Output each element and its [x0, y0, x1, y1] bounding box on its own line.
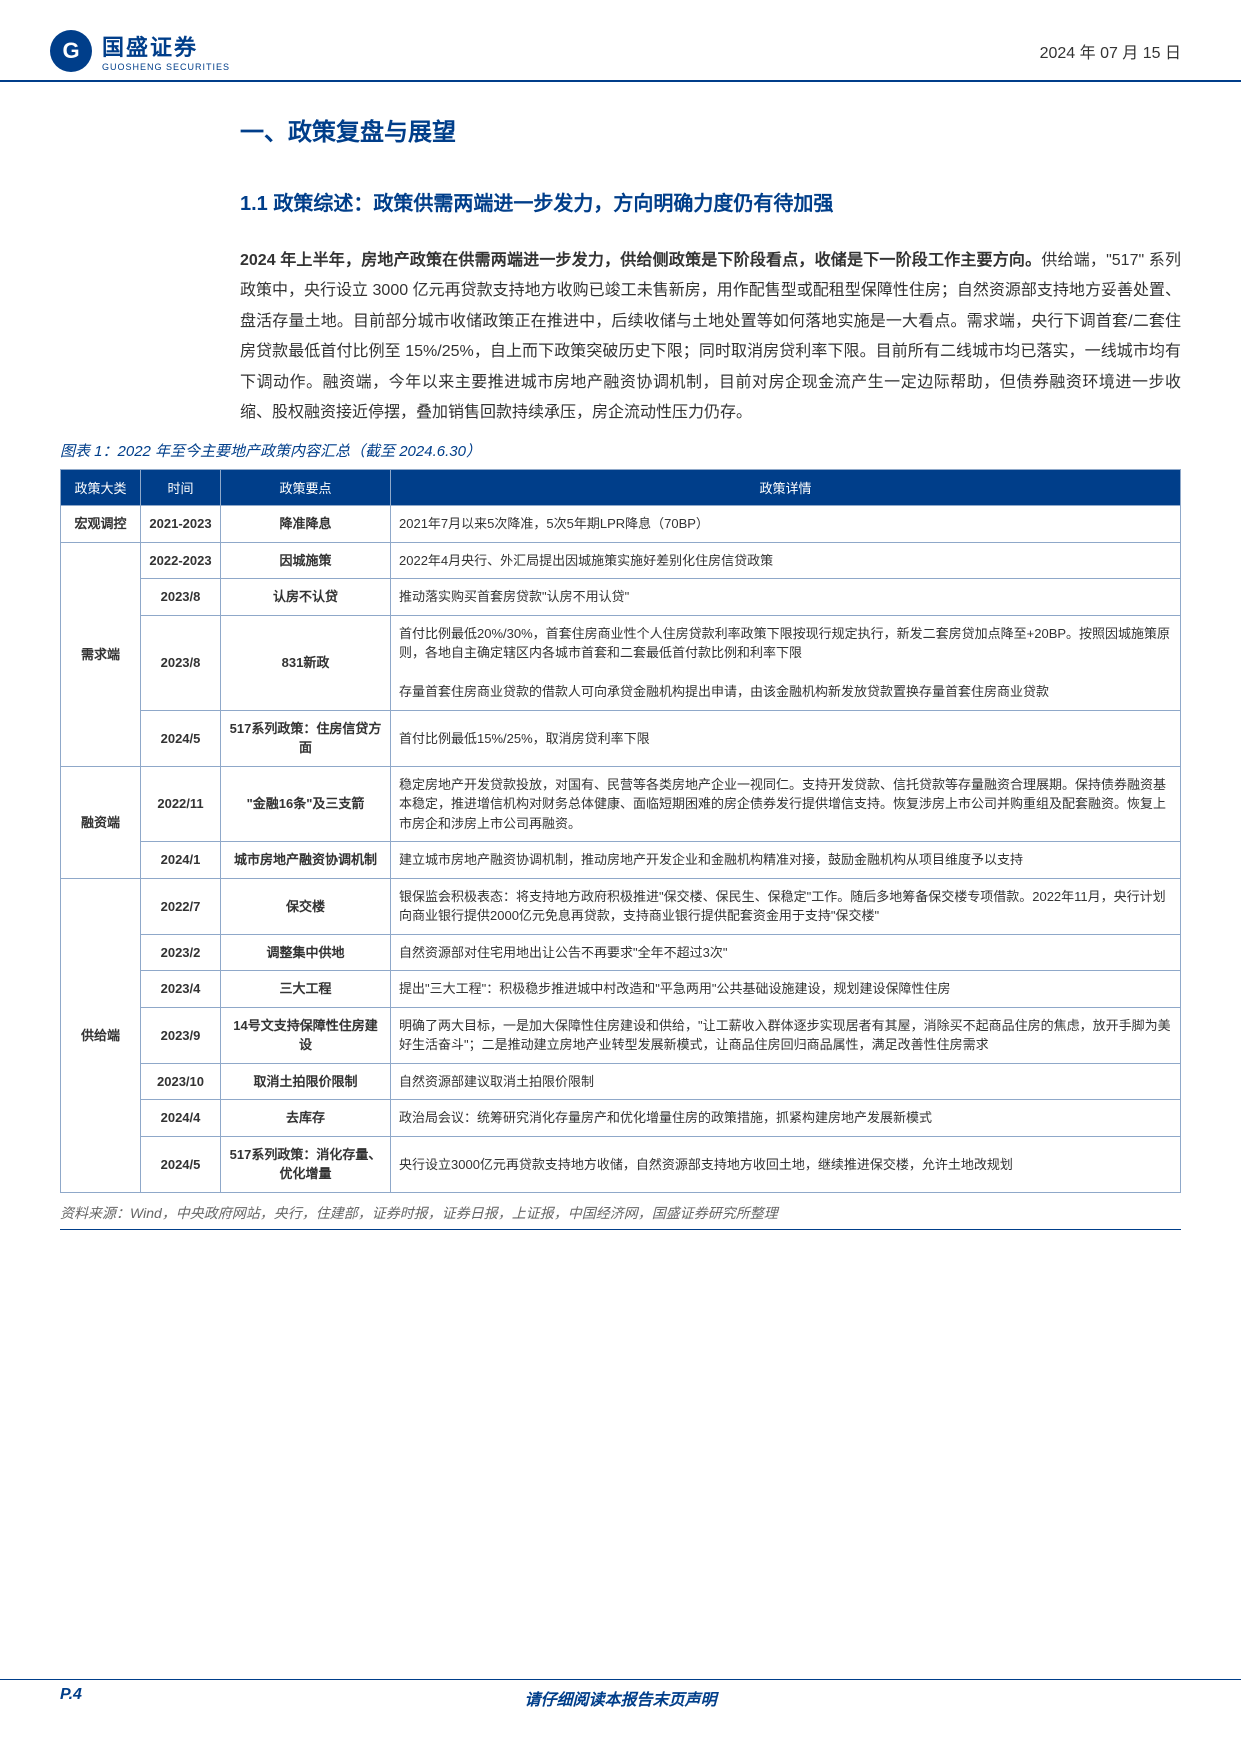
cell-time: 2023/10 — [141, 1063, 221, 1100]
cell-time: 2022/7 — [141, 878, 221, 934]
heading-2: 1.1 政策综述：政策供需两端进一步发力，方向明确力度仍有待加强 — [240, 187, 1181, 216]
table-body: 宏观调控2021-2023降准降息2021年7月以来5次降准，5次5年期LPR降… — [61, 506, 1181, 1193]
cell-detail: 建立城市房地产融资协调机制，推动房地产开发企业和金融机构精准对接，鼓励金融机构从… — [391, 842, 1181, 879]
cell-keypoint: 14号文支持保障性住房建设 — [221, 1007, 391, 1063]
logo-text: 国盛证券 GUOSHENG SECURITIES — [102, 30, 230, 72]
cell-keypoint: 取消土拍限价限制 — [221, 1063, 391, 1100]
table-head: 政策大类 时间 政策要点 政策详情 — [61, 470, 1181, 506]
table-row: 2024/5517系列政策：消化存量、优化增量央行设立3000亿元再贷款支持地方… — [61, 1136, 1181, 1192]
company-name: 国盛证券 — [102, 30, 230, 62]
policy-table: 政策大类 时间 政策要点 政策详情 宏观调控2021-2023降准降息2021年… — [60, 469, 1181, 1193]
cell-detail: 银保监会积极表态：将支持地方政府积极推进"保交楼、保民生、保稳定"工作。随后多地… — [391, 878, 1181, 934]
th-time: 时间 — [141, 470, 221, 506]
cell-keypoint: "金融16条"及三支箭 — [221, 766, 391, 842]
cell-keypoint: 认房不认贷 — [221, 579, 391, 616]
table-row: 供给端2022/7保交楼银保监会积极表态：将支持地方政府积极推进"保交楼、保民生… — [61, 878, 1181, 934]
cell-keypoint: 城市房地产融资协调机制 — [221, 842, 391, 879]
figure-title: 图表 1：2022 年至今主要地产政策内容汇总（截至 2024.6.30） — [60, 440, 1181, 461]
table-row: 2023/2调整集中供地自然资源部对住宅用地出让公告不再要求"全年不超过3次" — [61, 934, 1181, 971]
cell-keypoint: 517系列政策：住房信贷方面 — [221, 710, 391, 766]
table-row: 2023/10取消土拍限价限制自然资源部建议取消土拍限价限制 — [61, 1063, 1181, 1100]
table-row: 2023/914号文支持保障性住房建设明确了两大目标，一是加大保障性住房建设和供… — [61, 1007, 1181, 1063]
cell-keypoint: 因城施策 — [221, 542, 391, 579]
cell-keypoint: 三大工程 — [221, 971, 391, 1008]
cell-detail: 推动落实购买首套房贷款"认房不用认贷" — [391, 579, 1181, 616]
cell-category: 需求端 — [61, 542, 141, 766]
cell-detail: 自然资源部对住宅用地出让公告不再要求"全年不超过3次" — [391, 934, 1181, 971]
data-source: 资料来源：Wind，中央政府网站，央行，住建部，证券时报，证券日报，上证报，中国… — [60, 1203, 1181, 1230]
cell-time: 2024/1 — [141, 842, 221, 879]
cell-time: 2024/5 — [141, 1136, 221, 1192]
table-row: 2023/8认房不认贷推动落实购买首套房贷款"认房不用认贷" — [61, 579, 1181, 616]
table-row: 融资端2022/11"金融16条"及三支箭稳定房地产开发贷款投放，对国有、民营等… — [61, 766, 1181, 842]
body-paragraph: 2024 年上半年，房地产政策在供需两端进一步发力，供给侧政策是下阶段看点，收储… — [240, 246, 1181, 428]
cell-time: 2021-2023 — [141, 506, 221, 543]
cell-detail: 稳定房地产开发贷款投放，对国有、民营等各类房地产企业一视同仁。支持开发贷款、信托… — [391, 766, 1181, 842]
cell-keypoint: 调整集中供地 — [221, 934, 391, 971]
logo-area: G 国盛证券 GUOSHENG SECURITIES — [50, 30, 230, 72]
th-keypoint: 政策要点 — [221, 470, 391, 506]
cell-detail: 2022年4月央行、外汇局提出因城施策实施好差别化住房信贷政策 — [391, 542, 1181, 579]
cell-time: 2024/4 — [141, 1100, 221, 1137]
cell-category: 供给端 — [61, 878, 141, 1192]
th-detail: 政策详情 — [391, 470, 1181, 506]
cell-keypoint: 去库存 — [221, 1100, 391, 1137]
table-row: 2024/4去库存政治局会议：统筹研究消化存量房产和优化增量住房的政策措施，抓紧… — [61, 1100, 1181, 1137]
page-footer: P.4 请仔细阅读本报告末页声明 — [0, 1679, 1241, 1704]
company-logo-icon: G — [50, 30, 92, 72]
table-row: 宏观调控2021-2023降准降息2021年7月以来5次降准，5次5年期LPR降… — [61, 506, 1181, 543]
cell-time: 2022/11 — [141, 766, 221, 842]
cell-detail: 政治局会议：统筹研究消化存量房产和优化增量住房的政策措施，抓紧构建房地产发展新模… — [391, 1100, 1181, 1137]
cell-detail: 央行设立3000亿元再贷款支持地方收储，自然资源部支持地方收回土地，继续推进保交… — [391, 1136, 1181, 1192]
cell-time: 2023/8 — [141, 615, 221, 710]
cell-category: 宏观调控 — [61, 506, 141, 543]
cell-keypoint: 831新政 — [221, 615, 391, 710]
cell-time: 2024/5 — [141, 710, 221, 766]
cell-detail: 自然资源部建议取消土拍限价限制 — [391, 1063, 1181, 1100]
page-header: G 国盛证券 GUOSHENG SECURITIES 2024 年 07 月 1… — [0, 0, 1241, 82]
cell-time: 2022-2023 — [141, 542, 221, 579]
cell-detail: 明确了两大目标，一是加大保障性住房建设和供给，"让工薪收入群体逐步实现居者有其屋… — [391, 1007, 1181, 1063]
cell-category: 融资端 — [61, 766, 141, 878]
cell-detail: 首付比例最低20%/30%，首套住房商业性个人住房贷款利率政策下限按现行规定执行… — [391, 615, 1181, 710]
report-date: 2024 年 07 月 15 日 — [1040, 39, 1181, 63]
cell-keypoint: 517系列政策：消化存量、优化增量 — [221, 1136, 391, 1192]
table-row: 需求端2022-2023因城施策2022年4月央行、外汇局提出因城施策实施好差别… — [61, 542, 1181, 579]
th-category: 政策大类 — [61, 470, 141, 506]
cell-keypoint: 降准降息 — [221, 506, 391, 543]
cell-time: 2023/2 — [141, 934, 221, 971]
cell-time: 2023/4 — [141, 971, 221, 1008]
company-subtitle: GUOSHENG SECURITIES — [102, 62, 230, 72]
para-bold: 2024 年上半年，房地产政策在供需两端进一步发力，供给侧政策是下阶段看点，收储… — [240, 252, 1041, 269]
table-row: 2023/8831新政首付比例最低20%/30%，首套住房商业性个人住房贷款利率… — [61, 615, 1181, 710]
table-row: 2024/1城市房地产融资协调机制建立城市房地产融资协调机制，推动房地产开发企业… — [61, 842, 1181, 879]
cell-time: 2023/9 — [141, 1007, 221, 1063]
cell-detail: 首付比例最低15%/25%，取消房贷利率下限 — [391, 710, 1181, 766]
heading-1: 一、政策复盘与展望 — [240, 112, 1181, 147]
table-row: 2023/4三大工程提出"三大工程"：积极稳步推进城中村改造和"平急两用"公共基… — [61, 971, 1181, 1008]
cell-keypoint: 保交楼 — [221, 878, 391, 934]
cell-detail: 2021年7月以来5次降准，5次5年期LPR降息（70BP） — [391, 506, 1181, 543]
main-content: 一、政策复盘与展望 1.1 政策综述：政策供需两端进一步发力，方向明确力度仍有待… — [0, 82, 1241, 1230]
footer-disclaimer: 请仔细阅读本报告末页声明 — [524, 1686, 716, 1710]
page-number: P.4 — [60, 1686, 82, 1704]
table-row: 2024/5517系列政策：住房信贷方面首付比例最低15%/25%，取消房贷利率… — [61, 710, 1181, 766]
para-rest: 供给端，"517" 系列政策中，央行设立 3000 亿元再贷款支持地方收购已竣工… — [240, 252, 1181, 421]
cell-time: 2023/8 — [141, 579, 221, 616]
cell-detail: 提出"三大工程"：积极稳步推进城中村改造和"平急两用"公共基础设施建设，规划建设… — [391, 971, 1181, 1008]
